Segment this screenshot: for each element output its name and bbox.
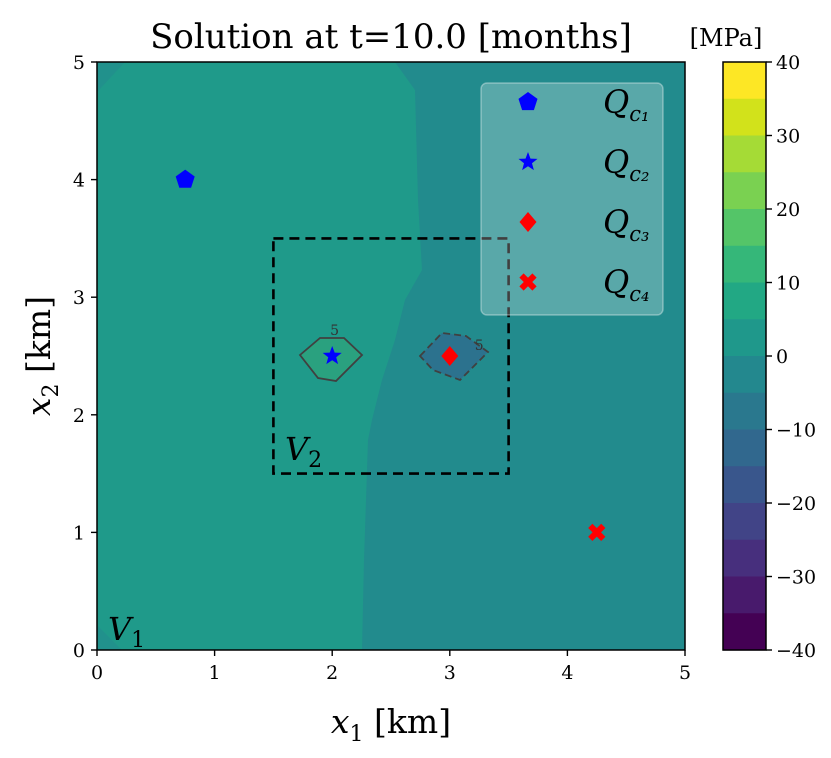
region-v2-box — [272, 237, 510, 475]
contour-fill-left-region — [97, 62, 422, 650]
point-marker-q-c4 — [588, 523, 606, 542]
colorbar-label: [MPa] — [690, 24, 763, 52]
contour-fill-left-edge-upper — [97, 62, 125, 92]
colorbar-band — [723, 319, 766, 357]
colorbar-ticks: 40 30 20 10 0 −10 −20 −30 −40 — [766, 52, 816, 662]
legend-label-q-c2: Qc₂ — [603, 143, 649, 186]
x-tick-label: 1 — [209, 662, 221, 684]
y-tick-label: 5 — [73, 52, 85, 74]
colorbar-band — [723, 62, 766, 100]
contour-lines — [298, 332, 490, 382]
contour-label: 5 — [475, 338, 484, 354]
legend-label-q-c4: Qc₄ — [603, 263, 649, 306]
y-axis-ticks: 0 1 2 3 4 5 — [73, 52, 97, 662]
legend-label-q-c1: Qc₁ — [603, 83, 649, 126]
y-tick-label: 0 — [73, 640, 85, 662]
y-tick-label: 1 — [73, 522, 85, 544]
legend-box — [480, 82, 664, 316]
colorbar-band — [723, 392, 766, 431]
y-tick-label: 4 — [73, 170, 85, 192]
colorbar-tick-label: −30 — [776, 567, 816, 589]
colorbar-band — [723, 245, 766, 284]
legend-marker-q-c3 — [519, 212, 537, 232]
plot-area — [97, 62, 685, 650]
colorbar-tick-label: 20 — [776, 199, 800, 221]
legend-marker-q-c1 — [518, 92, 538, 111]
x-tick-label: 4 — [561, 662, 573, 684]
plot-frame — [96, 61, 686, 651]
y-axis-label: x2 [km] — [19, 296, 64, 416]
colorbar-tick-label: 30 — [776, 126, 800, 148]
colorbar-tick-label: −10 — [776, 420, 816, 442]
point-marker-q-c2 — [322, 346, 342, 365]
x-axis-label: x1 [km] — [331, 702, 451, 747]
colorbar-band — [723, 172, 766, 210]
region-v1-label: V1 — [108, 610, 145, 653]
colorbar-band — [723, 135, 766, 173]
colorbar-band — [723, 466, 766, 504]
contour-line-negative — [418, 332, 490, 382]
colorbar-band — [723, 282, 766, 320]
contour-labels: 55 — [330, 323, 484, 354]
colorbar-tick-label: −20 — [776, 493, 816, 515]
colorbar-band — [723, 356, 766, 394]
colorbar-band — [723, 429, 766, 467]
region-v2-label: V2 — [285, 430, 322, 473]
contour-line-positive — [298, 337, 364, 382]
y-tick-label: 3 — [73, 287, 85, 309]
x-tick-label: 5 — [679, 662, 691, 684]
data-points — [175, 169, 606, 542]
contour-fill-left-edge-lower — [97, 625, 122, 650]
colorbar-band — [723, 98, 766, 137]
chart-title: Solution at t=10.0 [months] — [150, 17, 632, 57]
x-tick-label: 0 — [91, 662, 103, 684]
point-marker-q-c1 — [175, 169, 195, 188]
colorbar-tick-label: −40 — [776, 640, 816, 662]
legend-marker-q-c4 — [519, 273, 537, 291]
x-tick-label: 3 — [444, 662, 456, 684]
contour-label: 5 — [330, 323, 339, 339]
colorbar-tick-label: 10 — [776, 273, 800, 295]
colorbar-tick-label: 40 — [776, 52, 800, 74]
y-tick-label: 2 — [73, 405, 85, 427]
colorbar — [723, 62, 766, 651]
legend-marker-q-c2 — [518, 152, 538, 171]
legend-label-q-c3: Qc₃ — [603, 203, 649, 246]
colorbar-band — [723, 539, 766, 578]
x-tick-label: 2 — [326, 662, 338, 684]
point-marker-q-c3 — [441, 346, 459, 366]
colorbar-band — [723, 576, 766, 614]
legend: Qc₁ Qc₂ Qc₃ Qc₄ — [518, 83, 649, 306]
colorbar-band — [723, 209, 766, 247]
colorbar-tick-label: 0 — [776, 346, 788, 368]
colorbar-band — [723, 613, 766, 651]
x-axis-ticks: 0 1 2 3 4 5 — [91, 650, 691, 684]
colorbar-band — [723, 503, 766, 541]
